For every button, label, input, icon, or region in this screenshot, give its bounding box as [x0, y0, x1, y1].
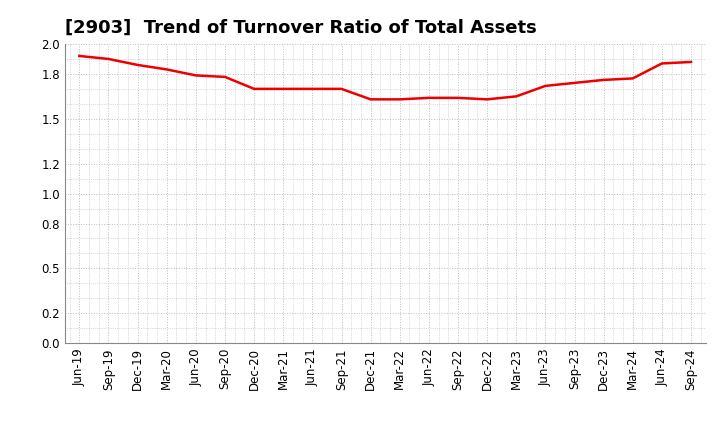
Text: [2903]  Trend of Turnover Ratio of Total Assets: [2903] Trend of Turnover Ratio of Total …	[65, 19, 536, 37]
